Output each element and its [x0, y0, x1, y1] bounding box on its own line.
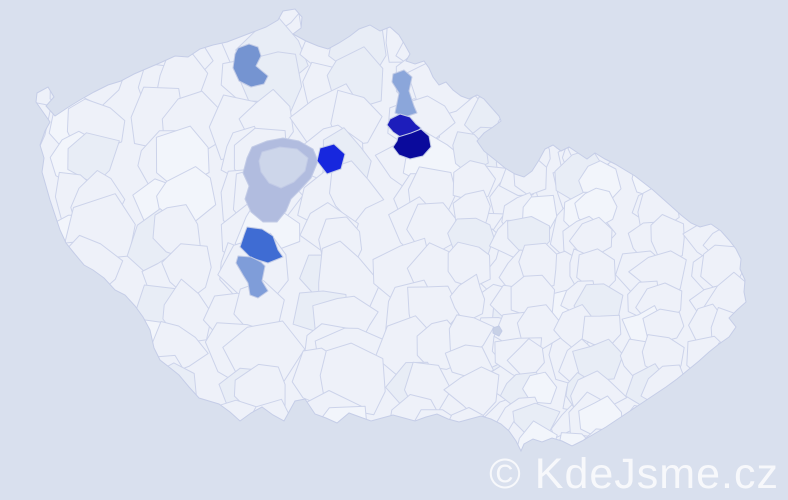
district-cell	[36, 207, 49, 282]
district-cell	[136, 394, 195, 449]
district-cell	[36, 426, 47, 451]
district-cell	[497, 92, 553, 155]
district-cell	[405, 441, 469, 451]
district-cell	[77, 437, 134, 451]
highlighted-districts	[232, 43, 503, 337]
district-cell	[74, 9, 126, 27]
district-cell	[36, 11, 42, 73]
district-cell	[751, 394, 788, 432]
district-cell	[208, 399, 264, 451]
district-cell	[572, 338, 624, 381]
district-cell	[227, 427, 292, 451]
district-cell	[716, 165, 746, 206]
district-cell	[469, 9, 532, 54]
district-cell	[53, 437, 114, 451]
district-highlight-north-east-strip-medium-blue	[391, 69, 418, 118]
district-cell	[760, 246, 788, 292]
district-cell	[157, 432, 223, 451]
district-cell	[122, 354, 191, 419]
district-cell	[294, 436, 359, 451]
district-cell	[749, 151, 788, 202]
district-cell	[145, 362, 197, 421]
district-cell	[684, 373, 739, 416]
district-cell	[463, 47, 522, 106]
district-cell	[124, 9, 195, 50]
district-cell	[566, 50, 612, 105]
district-cell	[449, 273, 486, 323]
district-cell	[386, 440, 435, 451]
district-cell	[692, 391, 728, 442]
district-cell	[551, 97, 619, 149]
district-cell	[484, 18, 545, 72]
district-cell	[752, 218, 788, 260]
district-cell	[747, 283, 788, 323]
district-cell	[638, 136, 682, 178]
district-cell	[490, 9, 560, 55]
district-highlight-south-medium-blue	[235, 255, 269, 299]
district-cell	[210, 429, 272, 451]
district-cell	[385, 14, 443, 63]
district-cell	[36, 287, 43, 338]
district-cell	[157, 9, 211, 39]
district-cell	[741, 194, 746, 234]
district-cell	[685, 126, 729, 168]
district-cell	[66, 14, 132, 82]
district-highlight-north-west-medium-blue	[232, 43, 269, 88]
district-cell	[43, 325, 104, 378]
district-cell	[126, 439, 182, 451]
district-cell	[694, 190, 740, 231]
district-cell	[758, 317, 788, 352]
district-highlight-south-strong-blue	[239, 226, 284, 264]
district-cell	[708, 134, 746, 177]
district-cell	[452, 160, 496, 201]
district-cell	[545, 9, 613, 38]
district-cell	[36, 246, 44, 304]
district-cell	[709, 341, 746, 381]
district-cell	[614, 124, 671, 173]
district-cell	[80, 324, 128, 380]
district-cell	[314, 429, 382, 451]
district-cell	[47, 23, 108, 72]
district-cell	[487, 52, 544, 108]
district-cell	[36, 57, 39, 111]
watermark: © KdeJsme.cz	[489, 450, 779, 498]
district-cell	[691, 162, 740, 196]
district-cell	[53, 285, 104, 340]
district-cell	[647, 398, 690, 443]
district-cell	[36, 321, 43, 371]
district-cell	[62, 358, 122, 419]
district-cell	[497, 126, 542, 171]
district-cell	[296, 9, 357, 44]
district-cell	[581, 314, 622, 345]
district-cell	[556, 14, 614, 73]
district-cell	[36, 351, 50, 413]
district-cell	[758, 133, 788, 175]
district-cell	[155, 395, 205, 445]
district-cell	[443, 366, 500, 421]
district-cell	[702, 363, 746, 405]
district-highlight-central-bright-blue	[316, 143, 346, 175]
district-cell	[390, 9, 448, 37]
district-cell	[36, 398, 43, 451]
district-cell	[466, 12, 527, 70]
district-cell	[36, 130, 42, 189]
district-cell	[36, 9, 37, 36]
district-highlight-south-east-tiny-pale	[492, 325, 503, 337]
district-cell	[51, 360, 111, 411]
district-cell	[64, 402, 131, 451]
country-border	[35, 8, 747, 453]
district-cell	[753, 333, 788, 377]
district-cell	[329, 160, 385, 225]
district-cell	[745, 376, 746, 417]
district-cell	[706, 400, 746, 447]
district-cell	[36, 159, 38, 218]
district-highlight-prague-center-pale	[258, 146, 309, 189]
district-cell	[404, 9, 474, 44]
district-cell	[45, 9, 103, 24]
district-cell	[63, 393, 111, 445]
district-highlight-east-navy-dark	[392, 128, 432, 160]
